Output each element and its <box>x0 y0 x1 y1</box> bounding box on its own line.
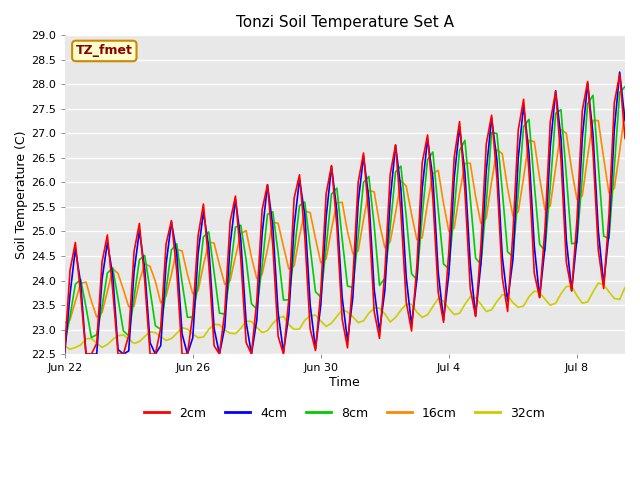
Title: Tonzi Soil Temperature Set A: Tonzi Soil Temperature Set A <box>236 15 454 30</box>
Text: TZ_fmet: TZ_fmet <box>76 45 132 58</box>
Legend: 2cm, 4cm, 8cm, 16cm, 32cm: 2cm, 4cm, 8cm, 16cm, 32cm <box>140 402 550 425</box>
Y-axis label: Soil Temperature (C): Soil Temperature (C) <box>15 131 28 259</box>
X-axis label: Time: Time <box>330 376 360 389</box>
